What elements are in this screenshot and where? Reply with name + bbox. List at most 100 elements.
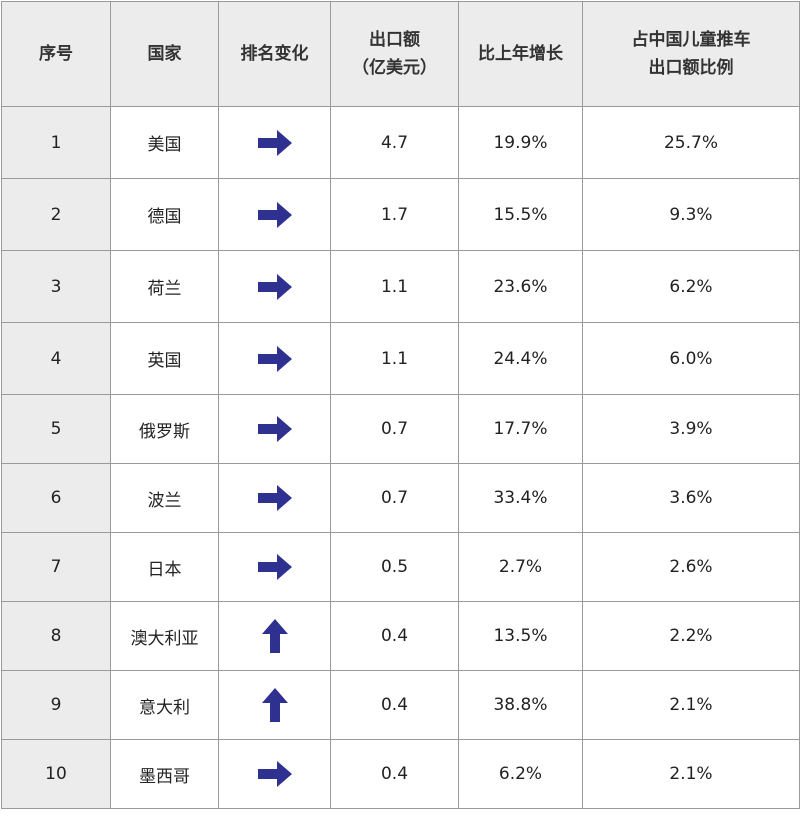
header-cell: 占中国儿童推车 出口额比例 [582,1,800,107]
table-cell: 2.2% [582,601,800,671]
table-cell: 3 [1,250,111,323]
arrow [257,345,292,372]
table-cell: 24.4% [458,322,583,395]
table-cell: 2.6% [582,532,800,602]
arrow-icon [257,485,292,511]
arrow [257,554,292,580]
table-cell: 波兰 [110,463,219,533]
rank-change-cell [218,250,331,323]
header-cell: 序号 [1,1,111,107]
header-cell: 出口额 （亿美元） [330,1,459,107]
table-cell: 德国 [110,178,219,251]
arrow-icon [261,619,288,653]
table-cell: 1.1 [330,250,459,323]
rank-change-cell [218,394,331,464]
table-cell: 0.4 [330,739,459,809]
arrow-icon [261,688,288,722]
arrow-icon [257,761,292,787]
arrow [257,416,292,442]
table-cell: 6.0% [582,322,800,395]
table-cell: 0.7 [330,394,459,464]
table-row: 4 英国 1.1 24.4% 6.0% [1,322,800,395]
table-cell: 4 [1,322,111,395]
arrow [257,761,292,787]
header-row: 序号 国家 排名变化 出口额 （亿美元） 比上年增长 占中国儿童推车 出口额比例 [1,1,800,107]
arrow-icon [257,129,292,156]
table-cell: 墨西哥 [110,739,219,809]
rank-change-cell [218,739,331,809]
table-cell: 6.2% [458,739,583,809]
table-cell: 25.7% [582,106,800,179]
arrow-icon [257,345,292,372]
table-row: 10 墨西哥 0.4 6.2% 2.1% [1,739,800,809]
table-cell: 0.4 [330,601,459,671]
table-row: 1 美国 4.7 19.9% 25.7% [1,106,800,179]
arrow [257,201,292,228]
table-cell: 0.7 [330,463,459,533]
arrow [257,485,292,511]
arrow-icon [257,416,292,442]
table-cell: 0.5 [330,532,459,602]
table-body: 1 美国 4.7 19.9% 25.7% 2 德国 1.7 15.5% 9.3% 3 荷兰 1.1 23.… [1,106,800,809]
table-cell: 1.1 [330,322,459,395]
table-cell: 3.6% [582,463,800,533]
arrow-icon [257,201,292,228]
table-cell: 4.7 [330,106,459,179]
table-cell: 1.7 [330,178,459,251]
table-cell: 9 [1,670,111,740]
table-cell: 23.6% [458,250,583,323]
table-cell: 2.7% [458,532,583,602]
table-row: 7 日本 0.5 2.7% 2.6% [1,532,800,602]
table-cell: 荷兰 [110,250,219,323]
table-cell: 2.1% [582,739,800,809]
table-row: 3 荷兰 1.1 23.6% 6.2% [1,250,800,323]
table-cell: 38.8% [458,670,583,740]
rank-change-cell [218,601,331,671]
arrow-icon [257,554,292,580]
rank-change-cell [218,463,331,533]
table-cell: 2 [1,178,111,251]
table-cell: 19.9% [458,106,583,179]
header-cell: 比上年增长 [458,1,583,107]
rank-change-cell [218,670,331,740]
table-row: 5 俄罗斯 0.7 17.7% 3.9% [1,394,800,464]
table-cell: 俄罗斯 [110,394,219,464]
header-cell: 排名变化 [218,1,331,107]
table-cell: 美国 [110,106,219,179]
table-row: 2 德国 1.7 15.5% 9.3% [1,178,800,251]
table-row: 6 波兰 0.7 33.4% 3.6% [1,463,800,533]
table-cell: 1 [1,106,111,179]
table-cell: 日本 [110,532,219,602]
table-row: 9 意大利 0.4 38.8% 2.1% [1,670,800,740]
rank-change-cell [218,532,331,602]
table-cell: 6 [1,463,111,533]
arrow-icon [257,273,292,300]
table-cell: 3.9% [582,394,800,464]
table-cell: 10 [1,739,111,809]
table-cell: 5 [1,394,111,464]
table-cell: 7 [1,532,111,602]
arrow [261,619,288,653]
table-cell: 澳大利亚 [110,601,219,671]
rank-change-cell [218,178,331,251]
table-cell: 0.4 [330,670,459,740]
table-cell: 英国 [110,322,219,395]
arrow [261,688,288,722]
arrow [257,129,292,156]
table-cell: 17.7% [458,394,583,464]
table-cell: 8 [1,601,111,671]
table-cell: 6.2% [582,250,800,323]
table-cell: 15.5% [458,178,583,251]
rank-change-cell [218,106,331,179]
table-cell: 9.3% [582,178,800,251]
rank-change-cell [218,322,331,395]
table-cell: 2.1% [582,670,800,740]
table-cell: 33.4% [458,463,583,533]
table-row: 8 澳大利亚 0.4 13.5% 2.2% [1,601,800,671]
arrow [257,273,292,300]
header-cell: 国家 [110,1,219,107]
table-cell: 13.5% [458,601,583,671]
table-cell: 意大利 [110,670,219,740]
